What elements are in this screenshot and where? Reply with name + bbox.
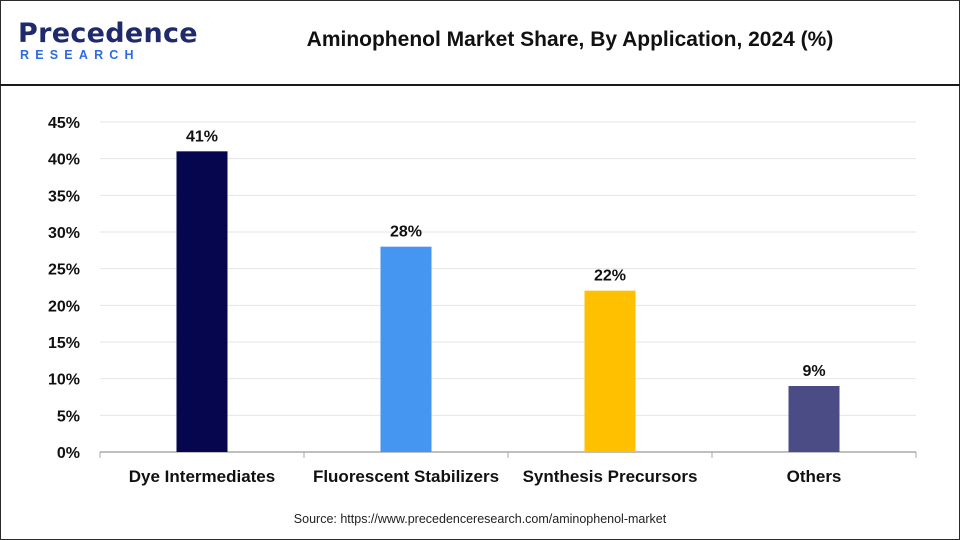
header: Precedence RESEARCH Aminophenol Market S… [0, 0, 960, 86]
y-tick-label: 0% [57, 445, 80, 462]
bar-value-label: 28% [390, 224, 422, 241]
bar-chart: 0% 5% 10% 15% 20% 25% 30% 35% 40% 45% 41% Dye Inter… [48, 115, 917, 486]
y-tick-label: 5% [57, 408, 80, 425]
y-tick-label: 10% [48, 372, 80, 389]
x-category-label: Others [787, 467, 842, 486]
chart-title: Aminophenol Market Share, By Application… [306, 28, 834, 51]
x-category-label: Synthesis Precursors [523, 467, 698, 486]
logo-subtitle: RESEARCH [20, 48, 140, 62]
logo-wordmark: Precedence [18, 18, 198, 49]
x-category-label: Fluorescent Stabilizers [313, 467, 499, 486]
y-tick-label: 25% [48, 262, 80, 279]
bar [584, 290, 636, 452]
y-tick-label: 30% [48, 225, 80, 242]
y-tick-label: 20% [48, 298, 80, 315]
y-tick-label: 15% [48, 335, 80, 352]
bar [380, 246, 432, 452]
precedence-research-logo: Precedence RESEARCH [18, 18, 198, 64]
source-note: Source: https://www.precedenceresearch.c… [293, 512, 667, 526]
bar-value-label: 22% [594, 268, 626, 285]
y-tick-label: 35% [48, 188, 80, 205]
x-category-label: Dye Intermediates [129, 467, 275, 486]
y-tick-label: 45% [48, 115, 80, 132]
y-tick-label: 40% [48, 152, 80, 169]
bar [176, 151, 228, 453]
bar-value-label: 41% [186, 128, 218, 145]
bar [788, 386, 840, 452]
bar-value-label: 9% [802, 363, 825, 380]
